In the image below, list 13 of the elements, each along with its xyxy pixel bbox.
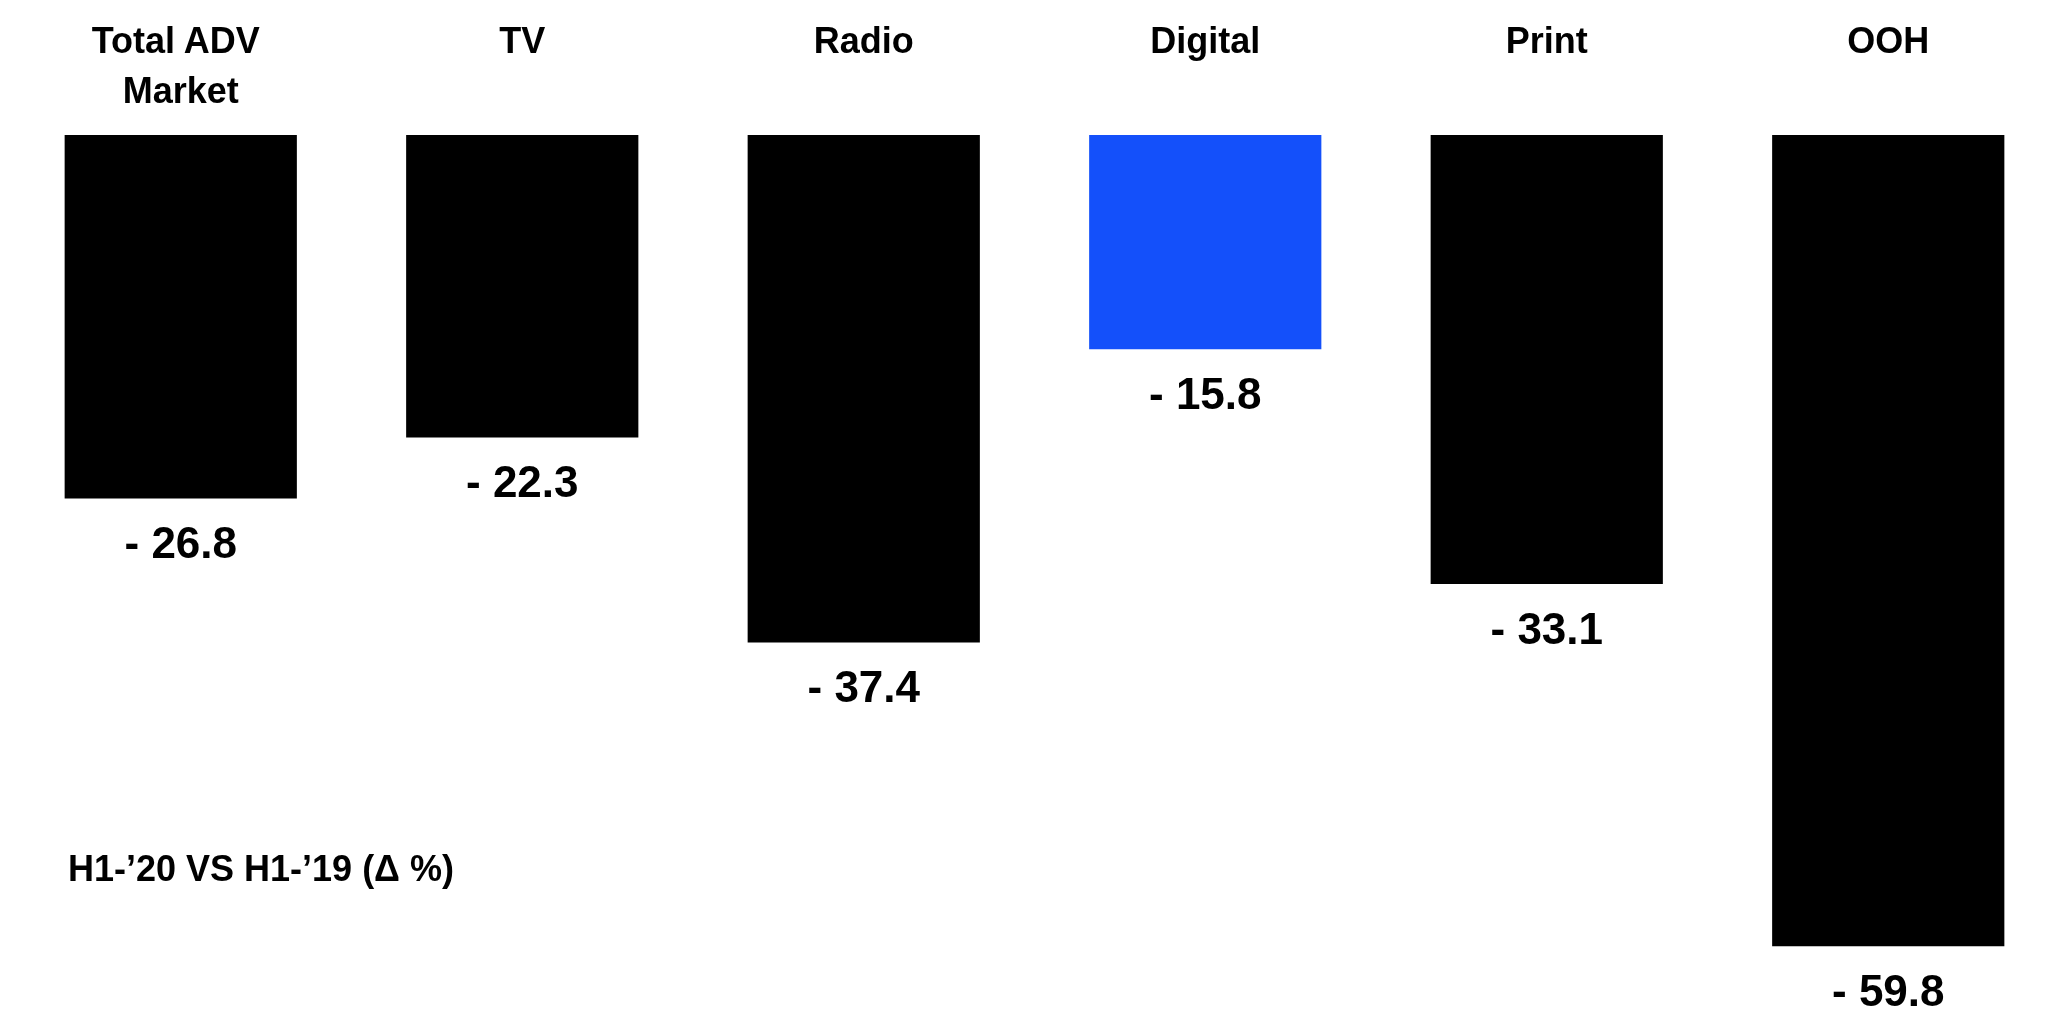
data-label: - 26.8 xyxy=(124,518,238,568)
x-tick-label: Total ADV Market xyxy=(91,19,270,111)
x-tick-label: Digital xyxy=(1150,19,1261,61)
x-tick-label: Radio xyxy=(813,19,914,61)
annotation: H1-’20 VS H1-’19 (Δ %) xyxy=(68,847,454,889)
data-label: - 33.1 xyxy=(1490,603,1604,653)
x-tick-label: TV xyxy=(499,19,546,61)
data-label: - 22.3 xyxy=(465,457,579,507)
data-label: - 15.8 xyxy=(1148,368,1262,418)
x-tick-label: Print xyxy=(1505,19,1588,61)
data-label: - 37.4 xyxy=(807,661,921,711)
data-label: - 59.8 xyxy=(1831,965,1945,1015)
x-tick-label: OOH xyxy=(1847,19,1930,61)
